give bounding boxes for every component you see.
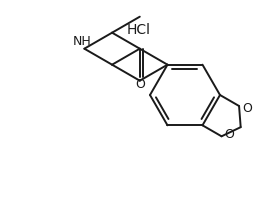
Text: NH: NH [73, 35, 92, 48]
Text: O: O [242, 102, 252, 115]
Text: HCl: HCl [127, 23, 151, 37]
Text: O: O [225, 128, 234, 141]
Text: O: O [135, 78, 145, 91]
